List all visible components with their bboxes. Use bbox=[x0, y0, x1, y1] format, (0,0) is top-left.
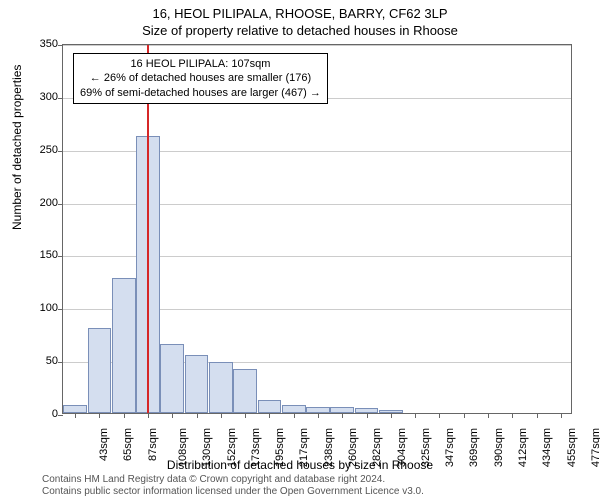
chart-subtitle: Size of property relative to detached ho… bbox=[0, 21, 600, 38]
histogram-bar bbox=[258, 400, 282, 413]
footer-line2: Contains public sector information licen… bbox=[42, 486, 424, 498]
histogram-bar bbox=[88, 328, 112, 413]
annotation-line2: ← 26% of detached houses are smaller (17… bbox=[80, 71, 321, 85]
xtick-label: 152sqm bbox=[226, 428, 238, 467]
footer-attribution: Contains HM Land Registry data © Crown c… bbox=[42, 474, 424, 498]
xtick-label: 217sqm bbox=[299, 428, 311, 467]
xtick-mark bbox=[269, 413, 270, 418]
xtick-label: 195sqm bbox=[274, 428, 286, 467]
annotation-line3: 69% of semi-detached houses are larger (… bbox=[80, 86, 321, 100]
histogram-bar bbox=[112, 278, 136, 413]
xtick-mark bbox=[561, 413, 562, 418]
ytick-mark bbox=[58, 98, 63, 99]
xtick-mark bbox=[75, 413, 76, 418]
xtick-label: 390sqm bbox=[493, 428, 505, 467]
ytick-mark bbox=[58, 256, 63, 257]
xtick-label: 43sqm bbox=[98, 428, 110, 461]
xtick-mark bbox=[148, 413, 149, 418]
footer-line1: Contains HM Land Registry data © Crown c… bbox=[42, 474, 424, 486]
xtick-label: 412sqm bbox=[517, 428, 529, 467]
histogram-bar bbox=[185, 355, 209, 413]
xtick-label: 65sqm bbox=[122, 428, 134, 461]
ytick-mark bbox=[58, 204, 63, 205]
xtick-label: 304sqm bbox=[396, 428, 408, 467]
xtick-mark bbox=[537, 413, 538, 418]
xtick-mark bbox=[172, 413, 173, 418]
xtick-label: 369sqm bbox=[469, 428, 481, 467]
xtick-label: 130sqm bbox=[201, 428, 213, 467]
xtick-mark bbox=[245, 413, 246, 418]
ytick-label: 200 bbox=[18, 197, 58, 209]
xtick-label: 282sqm bbox=[371, 428, 383, 467]
ytick-label: 300 bbox=[18, 91, 58, 103]
xtick-label: 434sqm bbox=[541, 428, 553, 467]
xtick-mark bbox=[99, 413, 100, 418]
xtick-mark bbox=[464, 413, 465, 418]
xtick-label: 455sqm bbox=[566, 428, 578, 467]
xtick-label: 477sqm bbox=[590, 428, 600, 467]
xtick-label: 238sqm bbox=[323, 428, 335, 467]
histogram-bar bbox=[209, 362, 233, 413]
ytick-label: 350 bbox=[18, 38, 58, 50]
ytick-label: 250 bbox=[18, 144, 58, 156]
plot-area: 16 HEOL PILIPALA: 107sqm ← 26% of detach… bbox=[62, 44, 572, 414]
ytick-label: 0 bbox=[18, 408, 58, 420]
xtick-mark bbox=[124, 413, 125, 418]
xtick-mark bbox=[294, 413, 295, 418]
xtick-label: 347sqm bbox=[444, 428, 456, 467]
xtick-label: 108sqm bbox=[177, 428, 189, 467]
histogram-bar bbox=[160, 344, 184, 413]
histogram-bar bbox=[282, 405, 306, 413]
xtick-mark bbox=[221, 413, 222, 418]
chart-title: 16, HEOL PILIPALA, RHOOSE, BARRY, CF62 3… bbox=[0, 0, 600, 21]
gridline bbox=[63, 45, 571, 46]
xtick-label: 173sqm bbox=[250, 428, 262, 467]
ytick-mark bbox=[58, 415, 63, 416]
ytick-mark bbox=[58, 151, 63, 152]
xtick-label: 325sqm bbox=[420, 428, 432, 467]
xtick-label: 260sqm bbox=[347, 428, 359, 467]
xtick-mark bbox=[367, 413, 368, 418]
annotation-line1: 16 HEOL PILIPALA: 107sqm bbox=[80, 57, 321, 71]
histogram-bar bbox=[233, 369, 257, 413]
ytick-label: 50 bbox=[18, 355, 58, 367]
xtick-label: 87sqm bbox=[147, 428, 159, 461]
histogram-chart: 16, HEOL PILIPALA, RHOOSE, BARRY, CF62 3… bbox=[0, 0, 600, 500]
xtick-mark bbox=[391, 413, 392, 418]
xtick-mark bbox=[318, 413, 319, 418]
ytick-mark bbox=[58, 309, 63, 310]
ytick-mark bbox=[58, 362, 63, 363]
xtick-mark bbox=[512, 413, 513, 418]
xtick-mark bbox=[342, 413, 343, 418]
xtick-mark bbox=[439, 413, 440, 418]
ytick-label: 100 bbox=[18, 302, 58, 314]
xtick-mark bbox=[197, 413, 198, 418]
histogram-bar bbox=[63, 405, 87, 413]
xtick-mark bbox=[415, 413, 416, 418]
xtick-mark bbox=[488, 413, 489, 418]
ytick-label: 150 bbox=[18, 249, 58, 261]
ytick-mark bbox=[58, 45, 63, 46]
annotation-box: 16 HEOL PILIPALA: 107sqm ← 26% of detach… bbox=[73, 53, 328, 104]
